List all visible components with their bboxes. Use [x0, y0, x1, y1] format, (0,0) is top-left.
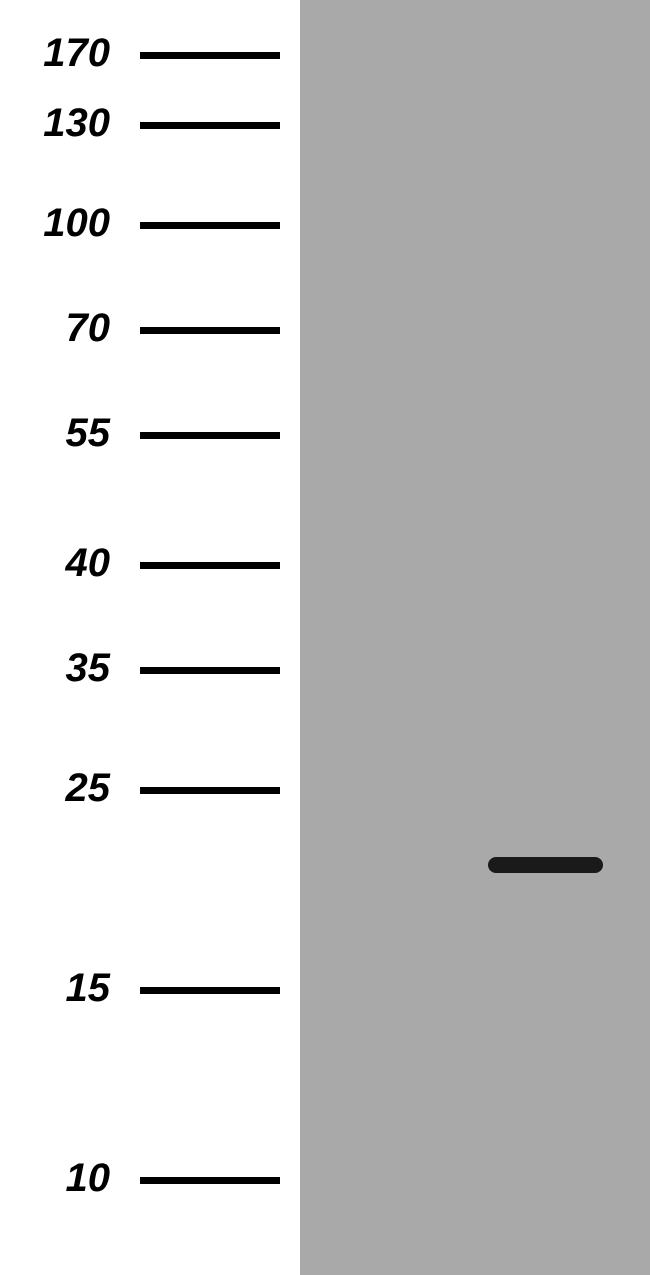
ladder-label-170: 170 [43, 31, 110, 76]
ladder-label-70: 70 [66, 306, 111, 351]
ladder-tick-130 [140, 122, 280, 129]
ladder-tick-170 [140, 52, 280, 59]
ladder-tick-25 [140, 787, 280, 794]
ladder-label-100: 100 [43, 201, 110, 246]
ladder-tick-10 [140, 1177, 280, 1184]
blot-membrane [300, 0, 650, 1275]
ladder-label-10: 10 [66, 1156, 111, 1201]
ladder-label-15: 15 [66, 966, 111, 1011]
lane-2-band-0 [488, 857, 603, 873]
ladder-tick-40 [140, 562, 280, 569]
ladder-tick-35 [140, 667, 280, 674]
ladder-label-130: 130 [43, 101, 110, 146]
ladder-tick-100 [140, 222, 280, 229]
ladder-label-25: 25 [66, 766, 111, 811]
ladder-tick-70 [140, 327, 280, 334]
western-blot-figure: 170 130 100 70 55 40 35 25 15 10 [0, 0, 650, 1275]
ladder-tick-15 [140, 987, 280, 994]
ladder-tick-55 [140, 432, 280, 439]
ladder-label-40: 40 [66, 541, 111, 586]
ladder-label-55: 55 [66, 411, 111, 456]
ladder-label-35: 35 [66, 646, 111, 691]
